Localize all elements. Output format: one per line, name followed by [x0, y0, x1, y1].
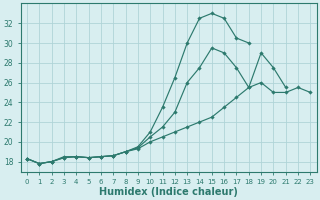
X-axis label: Humidex (Indice chaleur): Humidex (Indice chaleur) — [99, 187, 238, 197]
